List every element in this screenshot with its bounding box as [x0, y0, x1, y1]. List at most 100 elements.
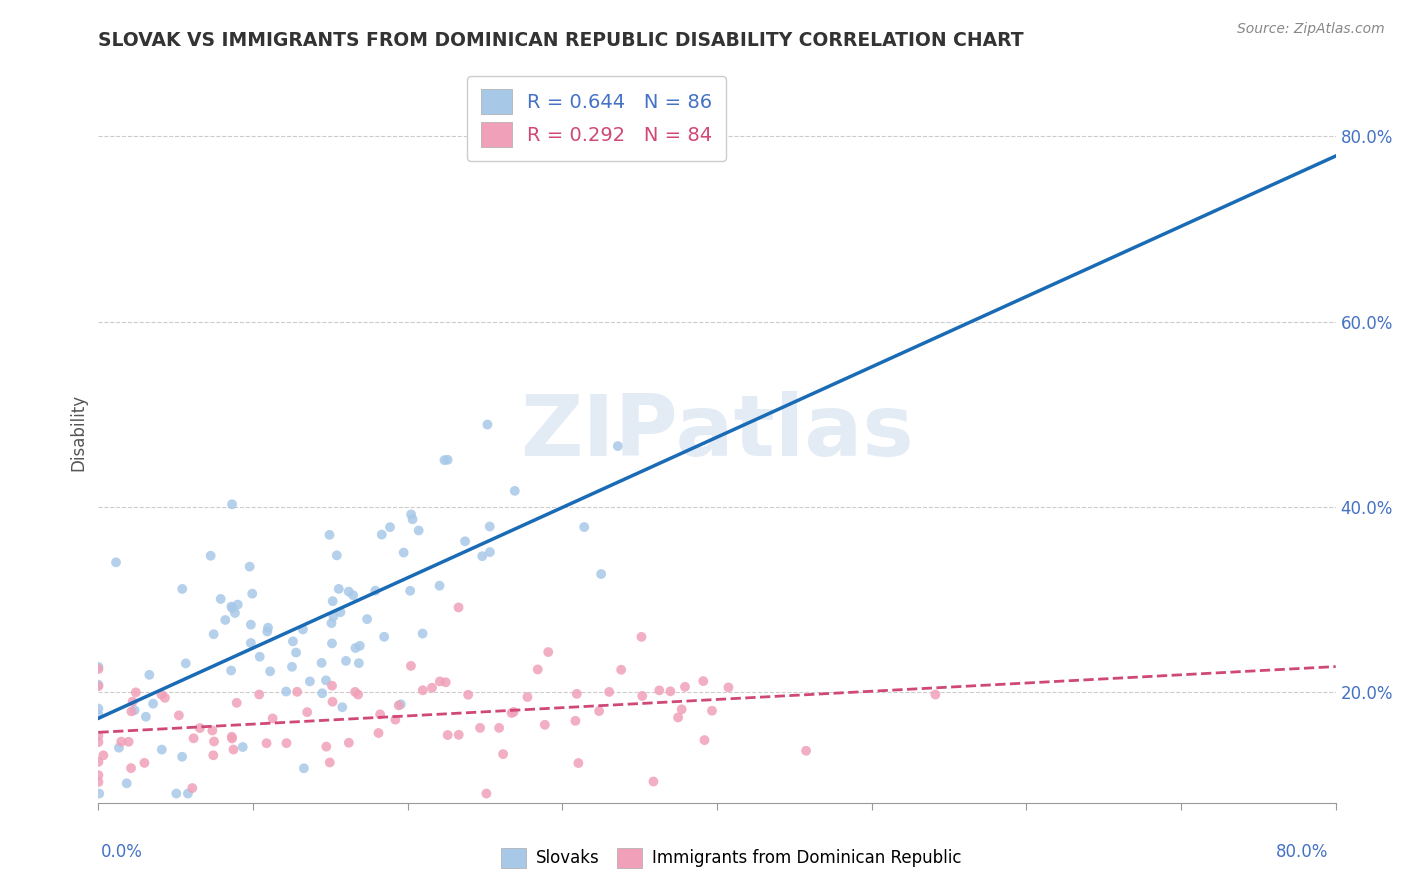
Point — [249, 649, 271, 664]
Point — [221, 731, 243, 746]
Point — [478, 519, 501, 533]
Point — [87, 660, 110, 674]
Point — [221, 601, 243, 615]
Point — [347, 688, 370, 702]
Point — [257, 621, 280, 635]
Point — [165, 787, 187, 801]
Point — [221, 730, 243, 744]
Point — [315, 739, 337, 754]
Point — [378, 520, 401, 534]
Point — [221, 599, 243, 614]
Point — [93, 748, 115, 763]
Point — [298, 674, 321, 689]
Point — [373, 630, 395, 644]
Point — [115, 776, 138, 790]
Point — [429, 579, 451, 593]
Point — [392, 545, 415, 559]
Point — [87, 775, 110, 789]
Point — [321, 636, 343, 650]
Point — [433, 453, 456, 467]
Point — [153, 690, 176, 705]
Point — [488, 721, 510, 735]
Point — [537, 645, 560, 659]
Point — [262, 711, 284, 725]
Text: SLOVAK VS IMMIGRANTS FROM DOMINICAN REPUBLIC DISABILITY CORRELATION CHART: SLOVAK VS IMMIGRANTS FROM DOMINICAN REPU… — [98, 30, 1024, 50]
Point — [717, 681, 740, 695]
Point — [318, 528, 340, 542]
Point — [700, 704, 723, 718]
Point — [121, 695, 143, 709]
Point — [630, 630, 652, 644]
Point — [87, 679, 110, 693]
Text: 0.0%: 0.0% — [101, 843, 143, 861]
Point — [648, 683, 671, 698]
Point — [501, 706, 523, 720]
Point — [349, 639, 371, 653]
Point — [666, 710, 689, 724]
Y-axis label: Disability: Disability — [69, 394, 87, 471]
Point — [471, 549, 494, 564]
Point — [436, 452, 458, 467]
Point — [610, 663, 633, 677]
Point — [256, 624, 278, 639]
Point — [202, 748, 225, 763]
Point — [429, 674, 451, 689]
Point — [329, 605, 352, 619]
Text: ZIPatlas: ZIPatlas — [520, 391, 914, 475]
Point — [125, 685, 148, 699]
Legend: R = 0.644   N = 86, R = 0.292   N = 84: R = 0.644 N = 86, R = 0.292 N = 84 — [467, 76, 725, 161]
Point — [564, 714, 586, 728]
Point — [110, 734, 132, 748]
Point — [401, 512, 423, 526]
Point — [326, 549, 349, 563]
Point — [239, 617, 262, 632]
Point — [201, 723, 224, 738]
Point — [794, 744, 817, 758]
Point — [643, 774, 665, 789]
Point — [214, 613, 236, 627]
Point — [389, 698, 412, 712]
Point — [468, 721, 491, 735]
Point — [239, 636, 262, 650]
Point — [315, 673, 337, 688]
Point — [367, 726, 389, 740]
Point — [335, 654, 357, 668]
Point — [364, 583, 387, 598]
Point — [311, 686, 333, 700]
Point — [347, 656, 370, 670]
Point — [174, 657, 197, 671]
Point — [202, 734, 225, 748]
Point — [135, 710, 157, 724]
Point — [87, 735, 110, 749]
Point — [295, 705, 318, 719]
Point — [447, 600, 470, 615]
Point — [240, 587, 263, 601]
Point — [567, 756, 589, 770]
Point — [87, 729, 110, 743]
Point — [516, 690, 538, 704]
Point — [408, 524, 430, 538]
Point — [108, 740, 131, 755]
Point — [399, 508, 422, 522]
Point — [337, 736, 360, 750]
Point — [321, 679, 343, 693]
Point — [89, 787, 111, 801]
Point — [371, 527, 394, 541]
Point — [565, 687, 588, 701]
Point — [259, 665, 281, 679]
Point — [247, 688, 270, 702]
Point — [134, 756, 156, 770]
Point — [502, 705, 524, 719]
Point — [87, 755, 110, 769]
Point — [150, 688, 173, 702]
Point — [87, 707, 110, 722]
Point — [356, 612, 378, 626]
Point — [659, 684, 682, 698]
Point — [209, 591, 232, 606]
Point — [188, 721, 211, 735]
Point — [150, 742, 173, 756]
Point — [224, 606, 246, 620]
Point — [120, 761, 142, 775]
Point — [311, 656, 333, 670]
Point — [200, 549, 222, 563]
